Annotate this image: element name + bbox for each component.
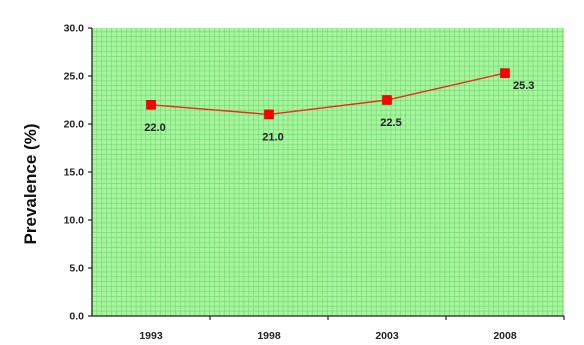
data-label: 22.0 (144, 122, 165, 134)
y-tick-label: 25.0 (64, 71, 85, 83)
y-axis-title: Prevalence (%) (21, 124, 40, 245)
data-label: 25.3 (513, 80, 534, 92)
x-tick-label: 2008 (493, 330, 517, 342)
grid-lines (92, 28, 564, 316)
data-labels: 22.0 21.0 22.5 25.3 (144, 80, 534, 143)
y-tick-label: 5.0 (69, 263, 84, 275)
y-axis-ticks: 0.0 5.0 10.0 15.0 20.0 25.0 30.0 (64, 23, 92, 323)
y-tick-label: 0.0 (69, 311, 84, 323)
x-tick-label: 1993 (139, 330, 163, 342)
series-line (150, 72, 506, 116)
y-tick-label: 15.0 (64, 167, 85, 179)
data-point-marker (382, 95, 392, 105)
series-1 (146, 68, 510, 120)
data-point-marker (146, 100, 156, 110)
x-tick-label: 1998 (257, 330, 281, 342)
y-tick-label: 20.0 (64, 119, 85, 131)
y-tick-label: 10.0 (64, 215, 85, 227)
x-axis-ticks: 1993 1998 2003 2008 (139, 316, 565, 342)
y-tick-label: 30.0 (64, 23, 85, 35)
data-point-marker (500, 68, 510, 78)
data-point-marker (264, 109, 274, 120)
data-label: 22.5 (380, 117, 401, 129)
data-label: 21.0 (262, 131, 283, 143)
x-tick-label: 2003 (375, 330, 399, 342)
